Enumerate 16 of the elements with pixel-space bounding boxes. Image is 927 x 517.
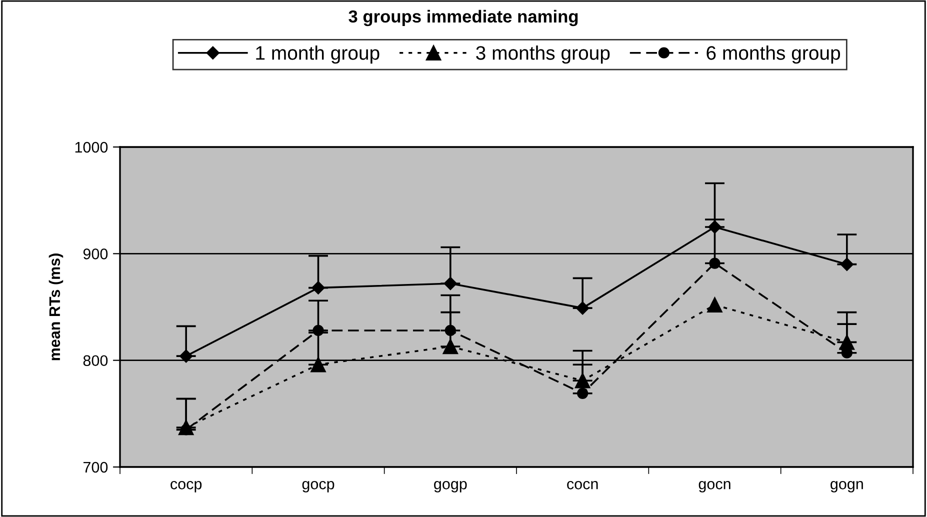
point	[707, 297, 722, 313]
legend-label: 3 months group	[476, 46, 610, 64]
legend-label: 1 month group	[256, 46, 380, 64]
x-tick-label: gogn	[830, 480, 863, 492]
x-tick-label: gocp	[302, 480, 334, 492]
x-tick-label: cocn	[567, 480, 598, 490]
y-tick-label: 800	[83, 355, 108, 366]
x-tick-label: gocn	[698, 480, 730, 492]
y-tick-label: 1000	[75, 142, 108, 153]
chart-title: 3 groups immediate naming	[348, 10, 578, 26]
x-tick-label: gogp	[434, 480, 467, 492]
legend-label: 6 months group	[706, 46, 840, 64]
x-tick-label: cocp	[170, 480, 202, 492]
y-axis-title: mean RTs (ms)	[48, 254, 64, 360]
y-tick-label: 900	[83, 248, 108, 260]
y-tick-label: 700	[83, 462, 108, 473]
